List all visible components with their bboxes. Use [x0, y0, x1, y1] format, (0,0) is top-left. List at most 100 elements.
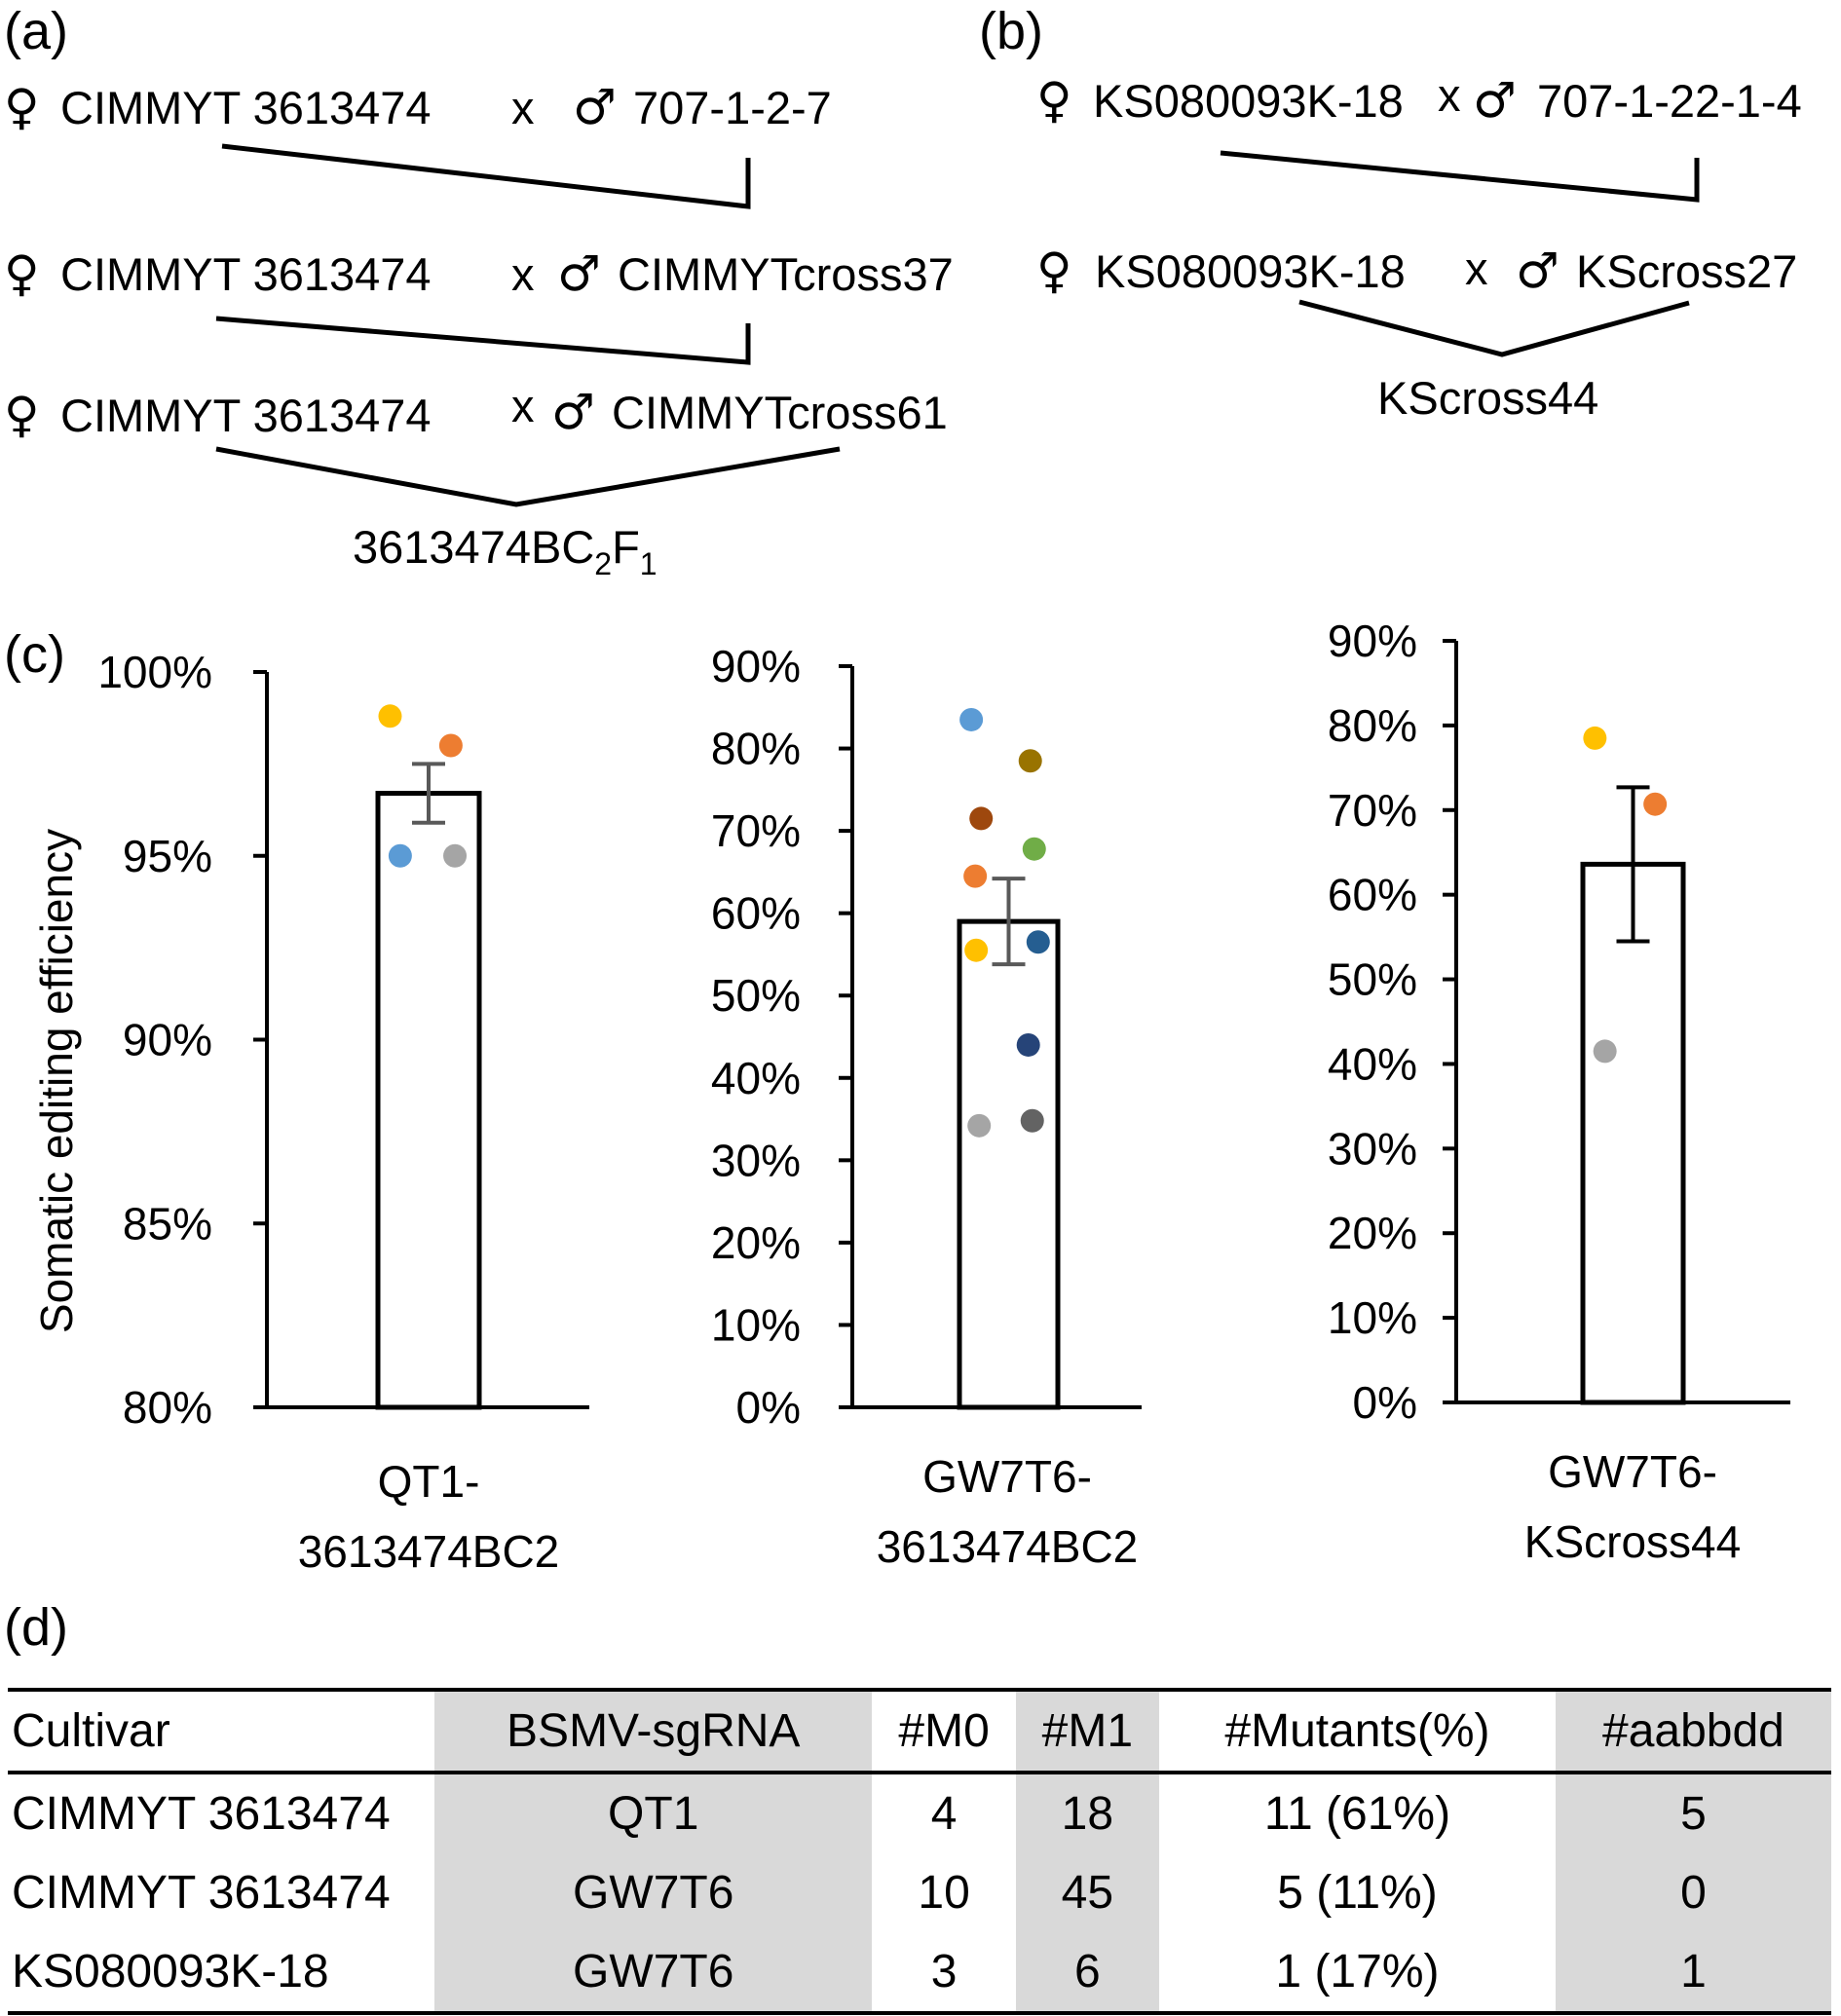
- cell-sgrna: QT1: [434, 1773, 873, 1853]
- y-tick-label: 80%: [1328, 700, 1417, 751]
- cross-symbol: x: [511, 248, 535, 300]
- y-tick-label: 30%: [1328, 1123, 1417, 1174]
- male-parent-label: 707-1-2-7: [633, 82, 832, 133]
- panel-label-a: (a): [4, 2, 68, 60]
- y-tick-label: 60%: [1328, 870, 1417, 920]
- data-point: [1026, 930, 1050, 954]
- y-tick-label: 95%: [123, 831, 212, 881]
- category-label: 3613474BC2: [877, 1521, 1139, 1572]
- cell-cultivar: CIMMYT 3613474: [12, 1788, 391, 1840]
- bar-chart-3: 0% 10% 20% 30% 40% 50% 60% 70% 80% 90% GW7T6- KScro…: [1328, 616, 1790, 1567]
- y-tick-label: 40%: [1328, 1038, 1417, 1089]
- panel-label-d: (d): [4, 1598, 68, 1657]
- cross-symbol: x: [1465, 243, 1488, 294]
- cross-connector: [1220, 150, 1700, 203]
- y-tick-label: 30%: [711, 1135, 801, 1185]
- header-cultivar: Cultivar: [12, 1705, 170, 1757]
- header-bsmv-sgrna: BSMV-sgRNA: [434, 1690, 873, 1773]
- data-point: [1016, 1032, 1040, 1057]
- data-point: [438, 733, 463, 758]
- table-row: CIMMYT 3613474 QT1 4 18 11 (61%) 5: [8, 1773, 1831, 1853]
- y-tick-label: 20%: [711, 1217, 801, 1268]
- y-tick-label: 90%: [123, 1015, 212, 1065]
- category-label: GW7T6-: [1548, 1446, 1717, 1497]
- male-parent-label: CIMMYTcross61: [612, 387, 948, 438]
- category-label: GW7T6-: [922, 1451, 1092, 1502]
- female-parent-label: CIMMYT 3613474: [60, 248, 432, 300]
- header-aabbdd: #aabbdd: [1555, 1690, 1831, 1773]
- y-tick-label: 10%: [711, 1299, 801, 1350]
- y-tick-label: 10%: [1328, 1292, 1417, 1343]
- panel-label-b: (b): [979, 2, 1043, 60]
- male-parent-label: CIMMYTcross37: [618, 248, 954, 300]
- figure-canvas: (a) (b) (c) ♀ CIMMYT 3613474 x ♂ 707-1-2…: [4, 2, 1802, 1577]
- y-tick-label: 50%: [711, 970, 801, 1021]
- panel-c-charts: 80% 85% 90% 95% 100% QT1- 3613474BC2 0% 10% 20% 30…: [97, 616, 1790, 1577]
- y-tick-label: 70%: [1328, 785, 1417, 836]
- male-symbol: ♂: [551, 384, 595, 440]
- data-point: [963, 864, 988, 888]
- mutant-summary-table: Cultivar BSMV-sgRNA #M0 #M1 #Mutants(%) …: [8, 1688, 1831, 2015]
- data-point: [1643, 792, 1668, 816]
- data-point: [388, 843, 412, 868]
- data-point: [1018, 749, 1042, 773]
- y-tick-label: 90%: [711, 641, 801, 691]
- data-point: [969, 806, 994, 831]
- table-row: KS080093K-18 GW7T6 3 6 1 (17%) 1: [8, 1932, 1831, 2013]
- cell-cultivar: CIMMYT 3613474: [12, 1867, 391, 1919]
- cell-aabbdd: 0: [1555, 1853, 1831, 1932]
- data-point: [1593, 1039, 1617, 1064]
- cross-symbol: x: [1438, 69, 1461, 121]
- cross-connector: [215, 446, 841, 507]
- data-point: [959, 707, 984, 731]
- y-tick-label: 70%: [711, 805, 801, 856]
- y-tick-label: 40%: [711, 1053, 801, 1103]
- cell-aabbdd: 5: [1555, 1773, 1831, 1853]
- data-point: [964, 938, 989, 962]
- y-tick-label: 0%: [736, 1382, 801, 1433]
- cross-symbol: x: [511, 82, 535, 133]
- cell-cultivar: KS080093K-18: [12, 1946, 329, 1997]
- male-symbol: ♂: [557, 245, 601, 302]
- table-row: CIMMYT 3613474 GW7T6 10 45 5 (11%) 0: [8, 1853, 1831, 1932]
- bar: [375, 791, 482, 1410]
- y-tick-label: 50%: [1328, 954, 1417, 1005]
- female-symbol: ♀: [4, 245, 40, 302]
- cross-result-label: KScross44: [1377, 372, 1598, 424]
- category-label: KScross44: [1524, 1516, 1741, 1567]
- header-mutants: #Mutants(%): [1224, 1705, 1490, 1757]
- cell-m1: 6: [1015, 1932, 1159, 2013]
- data-point: [1020, 1108, 1044, 1133]
- y-tick-label: 100%: [97, 647, 212, 697]
- female-parent-label: CIMMYT 3613474: [60, 82, 432, 133]
- female-symbol: ♀: [4, 387, 40, 443]
- panel-a-crossing-scheme: ♀ CIMMYT 3613474 x ♂ 707-1-2-7 ♀ CIMMYT …: [4, 79, 954, 581]
- y-axis-label: Somatic editing efficiency: [31, 829, 82, 1333]
- cross-connector: [215, 316, 751, 365]
- cross-symbol: x: [511, 380, 535, 431]
- table-header-row: Cultivar BSMV-sgRNA #M0 #M1 #Mutants(%) …: [8, 1690, 1831, 1773]
- female-parent-label: KS080093K-18: [1093, 75, 1404, 127]
- male-parent-label: 707-1-22-1-4: [1537, 75, 1802, 127]
- data-point: [1022, 837, 1046, 861]
- bar: [1580, 861, 1686, 1405]
- female-symbol: ♀: [4, 79, 40, 135]
- y-tick-label: 80%: [123, 1382, 212, 1433]
- panel-b-crossing-scheme: ♀ KS080093K-18 x ♂ 707-1-22-1-4 ♀ KS0800…: [1036, 69, 1802, 424]
- cell-m0: 4: [930, 1788, 958, 1840]
- y-tick-label: 80%: [711, 724, 801, 774]
- cell-mutants: 11 (61%): [1263, 1788, 1451, 1840]
- female-symbol: ♀: [1036, 243, 1072, 299]
- cell-m1: 18: [1015, 1773, 1159, 1853]
- female-parent-label: KS080093K-18: [1095, 245, 1406, 297]
- bar: [957, 918, 1061, 1410]
- panel-label-c: (c): [4, 625, 65, 684]
- cell-m0: 10: [918, 1867, 970, 1919]
- y-tick-label: 90%: [1328, 616, 1417, 666]
- male-symbol: ♂: [1473, 72, 1517, 129]
- category-label: QT1-: [378, 1456, 480, 1507]
- female-parent-label: CIMMYT 3613474: [60, 390, 432, 441]
- cell-m1: 45: [1015, 1853, 1159, 1932]
- data-point: [1583, 726, 1607, 750]
- cell-sgrna: GW7T6: [434, 1853, 873, 1932]
